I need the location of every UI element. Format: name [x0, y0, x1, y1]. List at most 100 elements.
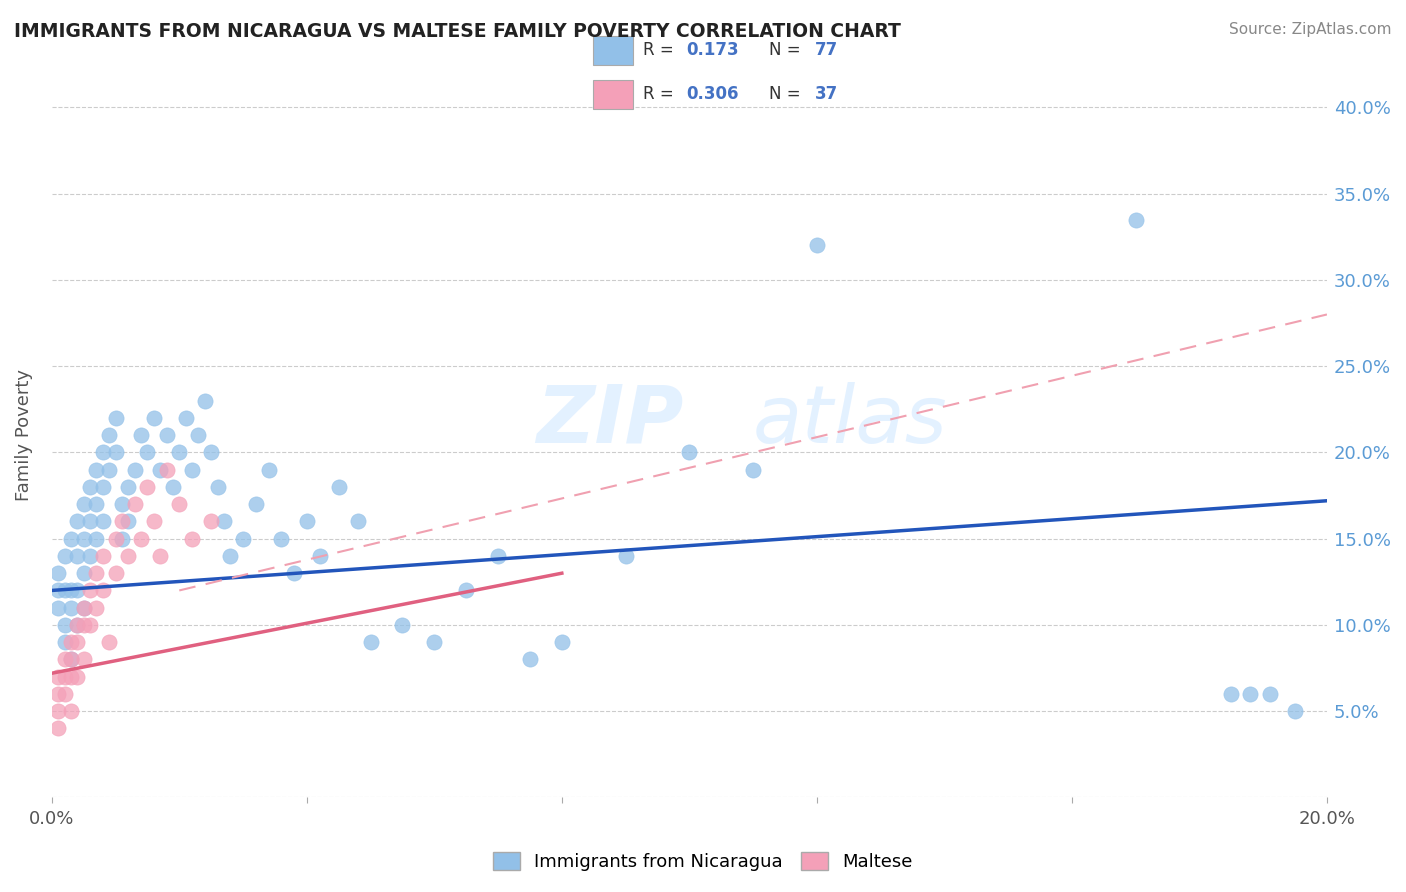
Point [79, 549, 101, 563]
Point [66, 515, 89, 529]
Point [59, 704, 82, 718]
Point [86, 600, 108, 615]
Point [46, 583, 69, 598]
Point [46, 722, 69, 736]
Point [806, 238, 828, 252]
Point [59, 600, 82, 615]
Point [181, 532, 204, 546]
Point [678, 445, 700, 459]
Point [91, 515, 114, 529]
Point [46, 566, 69, 581]
Point [295, 515, 318, 529]
Point [59, 532, 82, 546]
Point [155, 428, 177, 442]
Point [169, 445, 191, 459]
Point [86, 463, 108, 477]
Text: Source: ZipAtlas.com: Source: ZipAtlas.com [1229, 22, 1392, 37]
Text: ZIP: ZIP [536, 382, 683, 459]
Point [456, 583, 478, 598]
Text: 37: 37 [815, 86, 838, 103]
Point [111, 497, 134, 511]
Point [98, 428, 121, 442]
Point [423, 635, 446, 649]
Point [149, 463, 172, 477]
Point [169, 497, 191, 511]
Point [53, 635, 76, 649]
Point [551, 635, 574, 649]
Point [66, 618, 89, 632]
Legend: Immigrants from Nicaragua, Maltese: Immigrants from Nicaragua, Maltese [485, 845, 921, 879]
Point [174, 411, 197, 425]
Point [72, 600, 94, 615]
Point [91, 583, 114, 598]
Point [111, 515, 134, 529]
Point [270, 532, 292, 546]
Point [104, 411, 127, 425]
Text: R =: R = [643, 41, 679, 59]
Point [257, 463, 280, 477]
Point [72, 618, 94, 632]
Point [91, 480, 114, 494]
Point [59, 652, 82, 666]
Point [79, 618, 101, 632]
Point [129, 532, 152, 546]
Point [72, 532, 94, 546]
Point [187, 428, 209, 442]
Point [104, 445, 127, 459]
Point [46, 687, 69, 701]
Point [614, 549, 637, 563]
Text: 77: 77 [815, 41, 838, 59]
Point [117, 515, 139, 529]
Point [46, 600, 69, 615]
Point [181, 463, 204, 477]
Text: N =: N = [769, 41, 806, 59]
Point [1239, 687, 1261, 701]
Point [1125, 212, 1147, 227]
Point [98, 463, 121, 477]
Point [91, 445, 114, 459]
Point [194, 393, 217, 408]
Point [1258, 687, 1281, 701]
Point [129, 428, 152, 442]
Point [136, 480, 159, 494]
Point [124, 497, 146, 511]
Point [79, 583, 101, 598]
Point [308, 549, 330, 563]
Point [66, 635, 89, 649]
Point [124, 463, 146, 477]
Point [46, 704, 69, 718]
Point [232, 532, 254, 546]
Point [1220, 687, 1243, 701]
Point [86, 497, 108, 511]
Point [53, 549, 76, 563]
Point [72, 566, 94, 581]
Point [86, 566, 108, 581]
Point [72, 652, 94, 666]
Text: 0.173: 0.173 [686, 41, 738, 59]
Point [111, 532, 134, 546]
Point [328, 480, 350, 494]
Point [79, 480, 101, 494]
Point [66, 618, 89, 632]
Point [104, 566, 127, 581]
Text: N =: N = [769, 86, 806, 103]
Point [59, 652, 82, 666]
Point [155, 463, 177, 477]
Point [346, 515, 368, 529]
Point [98, 635, 121, 649]
Point [200, 445, 222, 459]
Point [53, 583, 76, 598]
Point [360, 635, 382, 649]
Point [53, 618, 76, 632]
Point [200, 515, 222, 529]
Point [72, 600, 94, 615]
Point [86, 532, 108, 546]
Point [219, 549, 242, 563]
Point [142, 515, 165, 529]
Point [117, 480, 139, 494]
Text: atlas: atlas [754, 382, 948, 459]
Point [104, 532, 127, 546]
Point [66, 670, 89, 684]
Point [53, 687, 76, 701]
Point [46, 670, 69, 684]
